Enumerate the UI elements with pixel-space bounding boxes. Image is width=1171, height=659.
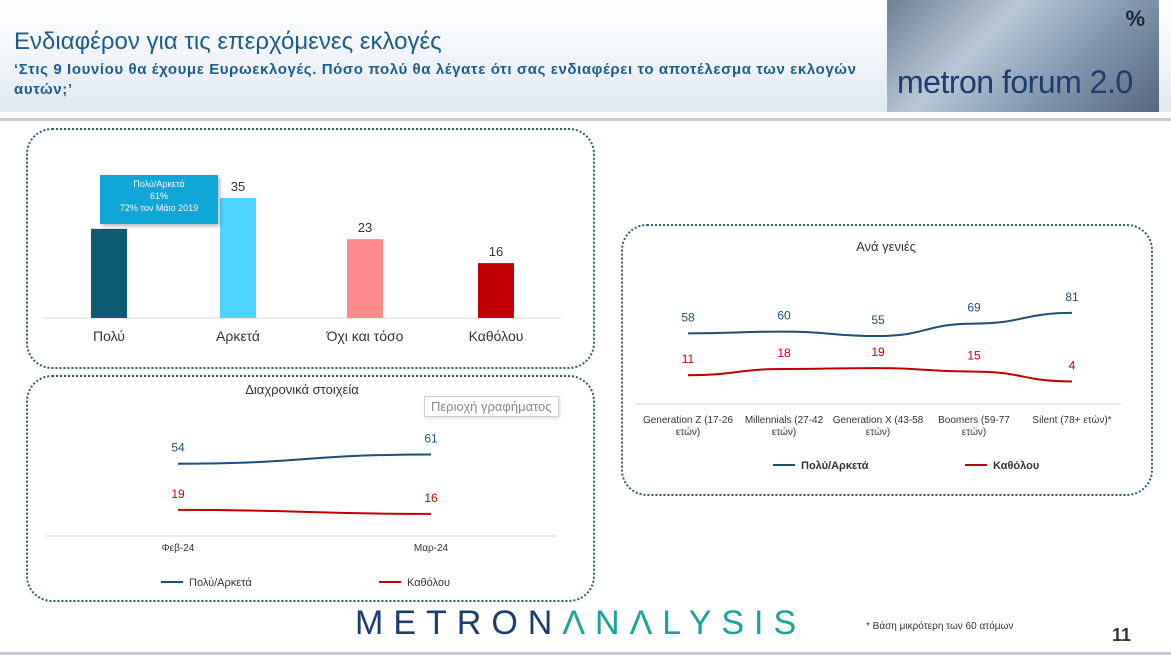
category-label: Generation X (43-58 ετών) bbox=[833, 415, 924, 438]
bar bbox=[220, 198, 256, 318]
footnote: * Βάση μικρότερη των 60 ατόμων bbox=[866, 621, 1014, 632]
data-label: 18 bbox=[777, 346, 791, 360]
data-label: 61 bbox=[424, 431, 438, 445]
category-label: Μαρ-24 bbox=[414, 543, 449, 554]
logo-part-2: ΛNΛLYSIS bbox=[562, 604, 807, 642]
chart-title: Διαχρονικά στοιχεία bbox=[245, 382, 359, 397]
generations-panel bbox=[621, 224, 1153, 496]
category-label: Φεβ-24 bbox=[162, 543, 195, 554]
logo-brand-text: metron forum 2.0 bbox=[897, 64, 1133, 100]
data-label: 58 bbox=[681, 310, 695, 324]
data-label: 60 bbox=[777, 309, 791, 323]
category-label: Αρκετά bbox=[216, 328, 260, 344]
series-line bbox=[687, 367, 1073, 383]
series-line bbox=[687, 311, 1073, 338]
summary-callout: Πολύ/Αρκετά 61% 72% τον Μάιο 2019 bbox=[100, 175, 218, 224]
generations-chart: Ανά γενιές Generation Z (17-26 ετών) Millen… bbox=[636, 239, 1121, 472]
category-label: Millennials (27-42 ετών) bbox=[745, 415, 824, 438]
footer-divider bbox=[0, 652, 1171, 655]
logo-part-1: METRON bbox=[355, 604, 563, 642]
bar-value-label: 16 bbox=[489, 244, 503, 259]
callout-label: Πολύ/Αρκετά bbox=[133, 179, 185, 189]
page-number: 11 bbox=[1112, 625, 1132, 645]
data-label: 15 bbox=[967, 349, 981, 363]
data-label: 4 bbox=[1069, 358, 1076, 372]
percent-icon: % bbox=[1125, 6, 1145, 31]
data-label: 81 bbox=[1065, 290, 1079, 304]
metron-analysis-logo: METRONΛNΛLYSIS bbox=[355, 604, 806, 643]
header-divider bbox=[0, 118, 1171, 121]
series-line bbox=[177, 453, 432, 465]
data-label: 19 bbox=[171, 487, 185, 501]
legend-label: Πολύ/Αρκετά bbox=[189, 577, 252, 589]
legend-label: Πολύ/Αρκετά bbox=[801, 460, 869, 472]
data-label: 11 bbox=[682, 352, 695, 366]
bar-value-label: 35 bbox=[231, 179, 245, 194]
bar bbox=[91, 228, 127, 318]
data-label: 19 bbox=[871, 345, 885, 359]
category-label: Silent (78+ ετών)* bbox=[1032, 414, 1111, 426]
bar bbox=[478, 263, 514, 318]
timeline-chart: Διαχρονικά στοιχεία Φεβ-24 Μαρ-24 54 61 Πολύ/… bbox=[46, 382, 556, 589]
data-label: 69 bbox=[967, 301, 981, 315]
bar bbox=[347, 239, 383, 318]
category-label: Καθόλου bbox=[469, 328, 524, 344]
category-label: Όχι και τόσο bbox=[326, 328, 404, 344]
page-title: Ενδιαφέρον για τις επερχόμενες εκλογές bbox=[14, 28, 442, 55]
bar-value-label: 23 bbox=[358, 220, 372, 235]
callout-comparison: 72% τον Μάιο 2019 bbox=[119, 203, 199, 213]
series-line bbox=[177, 508, 432, 515]
data-label: 54 bbox=[171, 441, 185, 455]
data-label: 16 bbox=[424, 491, 438, 505]
callout-value: 61% bbox=[149, 191, 168, 201]
legend-label: Καθόλου bbox=[993, 460, 1039, 472]
category-label: Generation Z (17-26 ετών) bbox=[643, 415, 733, 438]
page-subtitle: ‘Στις 9 Ιουνίου θα έχουμε Ευρωεκλογές. Π… bbox=[14, 61, 857, 98]
data-label: 55 bbox=[871, 313, 885, 327]
chart-area-label: Περιοχή γραφήματος bbox=[424, 396, 559, 417]
category-label: Boomers (59-77 ετών) bbox=[938, 415, 1010, 438]
legend-label: Καθόλου bbox=[407, 577, 450, 589]
category-label: Πολύ bbox=[93, 328, 125, 344]
chart-title: Ανά γενιές bbox=[856, 239, 916, 254]
metron-forum-logo: % metron forum 2.0 bbox=[887, 0, 1159, 112]
